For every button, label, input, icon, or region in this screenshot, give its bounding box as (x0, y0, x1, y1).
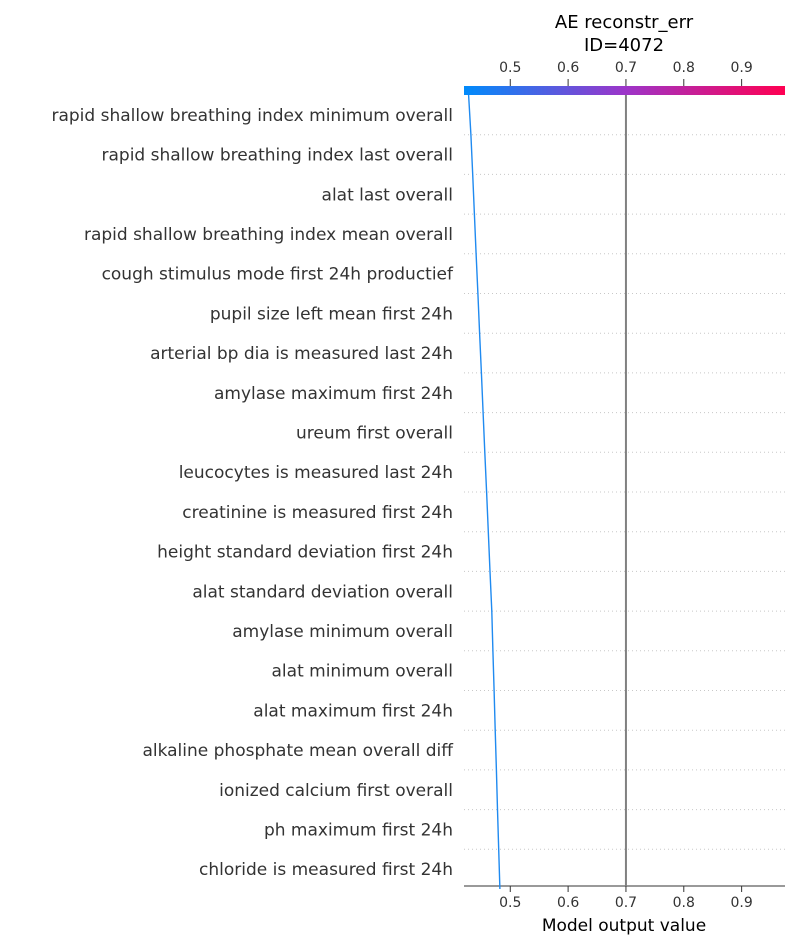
feature-labels: rapid shallow breathing index minimum ov… (51, 106, 454, 880)
feature-label: ph maximum first 24h (264, 820, 453, 840)
top-tick-label: 0.8 (673, 60, 695, 76)
top-tick-label: 0.7 (615, 60, 637, 76)
top-tick-label: 0.9 (730, 60, 752, 76)
feature-label: arterial bp dia is measured last 24h (150, 344, 453, 364)
bottom-tick-label: 0.5 (499, 895, 521, 911)
x-axis-label: Model output value (542, 916, 706, 936)
feature-label: rapid shallow breathing index minimum ov… (51, 106, 453, 126)
feature-label: creatinine is measured first 24h (182, 503, 453, 523)
feature-label: alat maximum first 24h (253, 701, 453, 721)
feature-label: alat standard deviation overall (192, 582, 453, 602)
feature-label: rapid shallow breathing index last overa… (102, 146, 454, 166)
feature-label: alat minimum overall (272, 662, 453, 682)
top-tick-label: 0.6 (557, 60, 579, 76)
feature-label: amylase minimum overall (232, 622, 453, 642)
top-tick-label: 0.5 (499, 60, 521, 76)
feature-label: rapid shallow breathing index mean overa… (84, 225, 453, 245)
bottom-axis: 0.5 0.6 0.7 0.8 0.9 (499, 886, 753, 911)
decision-path-line (467, 94, 501, 890)
feature-label: height standard deviation first 24h (157, 543, 453, 563)
feature-label: pupil size left mean first 24h (210, 304, 453, 324)
chart-subtitle: ID=4072 (584, 35, 664, 56)
bottom-tick-label: 0.9 (730, 895, 752, 911)
feature-label: alkaline phosphate mean overall diff (142, 741, 454, 761)
top-axis: 0.5 0.6 0.7 0.8 0.9 (499, 60, 753, 86)
chart-title: AE reconstr_err (555, 12, 694, 33)
feature-label: amylase maximum first 24h (214, 384, 453, 404)
bottom-tick-label: 0.8 (673, 895, 695, 911)
feature-label: alat last overall (322, 185, 453, 205)
feature-label: chloride is measured first 24h (199, 860, 453, 880)
colorbar (464, 86, 785, 95)
feature-label: cough stimulus mode first 24h productief (102, 265, 454, 285)
feature-label: ionized calcium first overall (219, 781, 453, 801)
bottom-tick-label: 0.7 (615, 895, 637, 911)
bottom-tick-label: 0.6 (557, 895, 579, 911)
feature-label: ureum first overall (296, 423, 453, 443)
grid-lines (464, 134, 785, 850)
feature-label: leucocytes is measured last 24h (179, 463, 453, 483)
